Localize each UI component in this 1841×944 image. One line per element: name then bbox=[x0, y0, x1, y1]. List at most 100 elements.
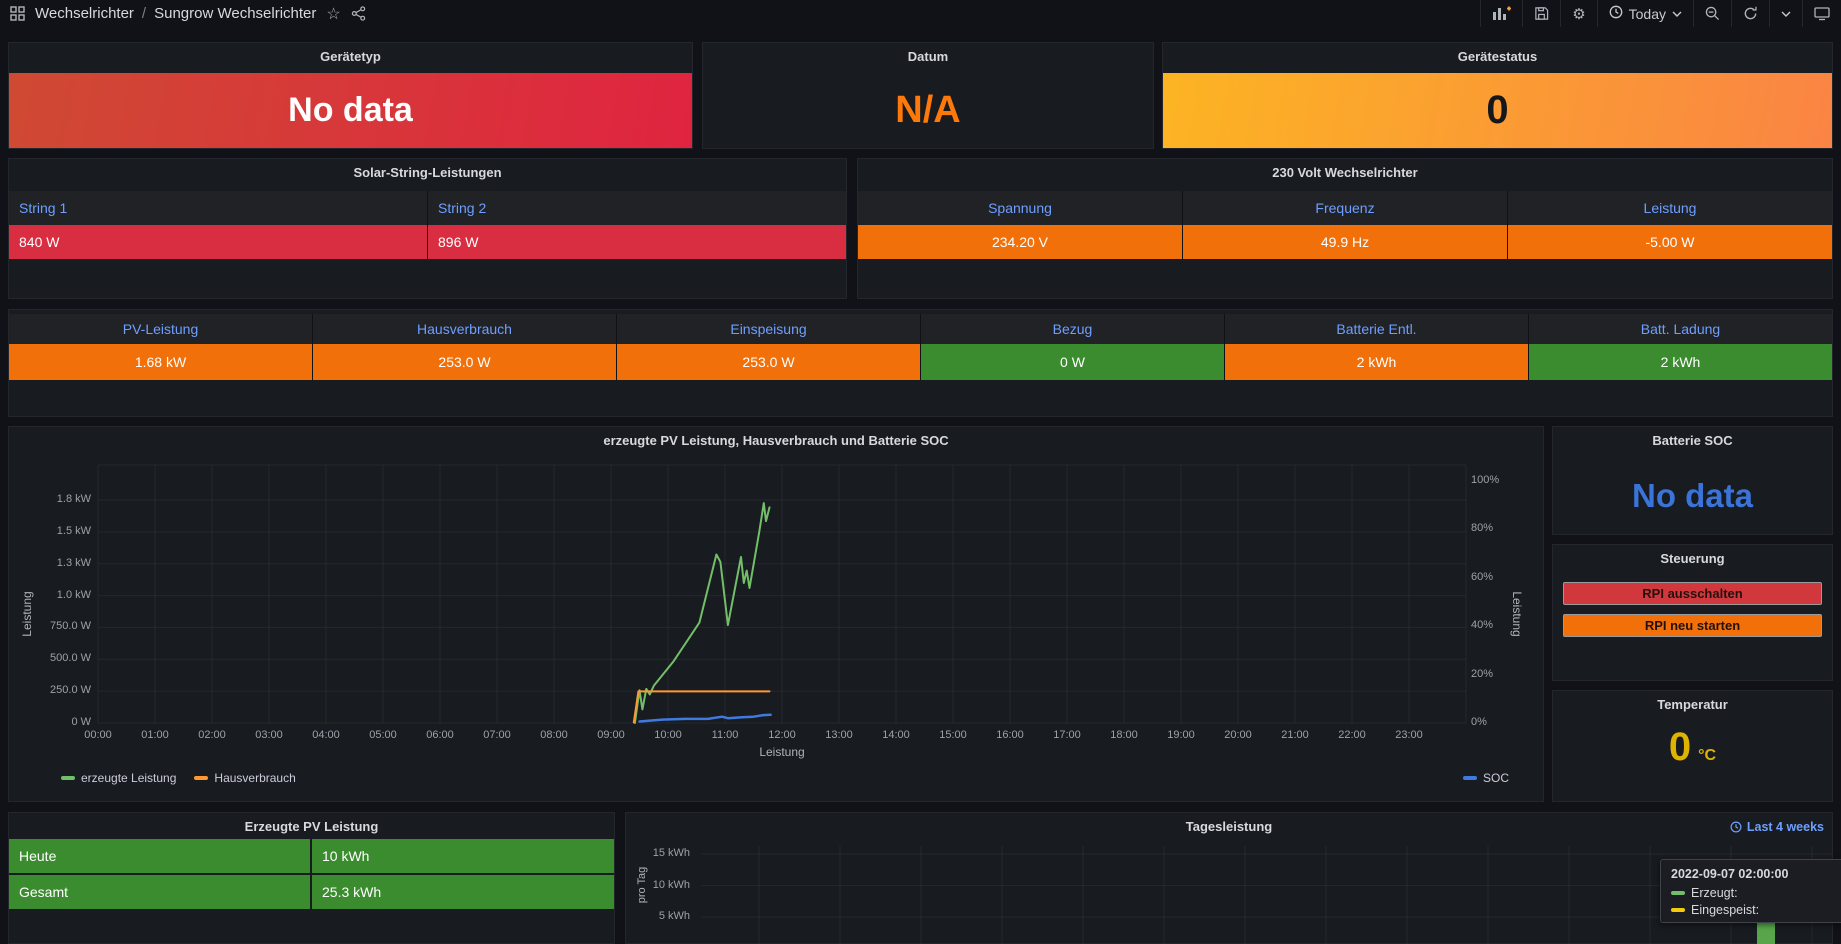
axis-tick-label: 750.0 W bbox=[50, 620, 91, 633]
share-icon[interactable] bbox=[351, 6, 366, 21]
axis-tick-label: 00:00 bbox=[84, 729, 112, 741]
panel-geraetestatus: Gerätestatus 0 bbox=[1162, 42, 1833, 149]
tooltip-label: Eingespeist: bbox=[1691, 903, 1760, 917]
axis-tick-label: 1.5 kW bbox=[56, 524, 91, 537]
tooltip-swatch-erzeugt bbox=[1671, 891, 1685, 895]
column-header-frequenz: Frequenz bbox=[1183, 191, 1508, 225]
chart-legend-right: SOC bbox=[1462, 771, 1509, 785]
axis-tick-label: 05:00 bbox=[369, 729, 397, 741]
panel-title: Datum bbox=[907, 49, 949, 64]
breadcrumb-root[interactable]: Wechselrichter bbox=[35, 5, 134, 22]
inverter-table-header-row: Spannung Frequenz Leistung bbox=[858, 191, 1832, 225]
cycle-view-mode-button[interactable] bbox=[1802, 0, 1841, 27]
frequenz-value: 49.9 Hz bbox=[1183, 225, 1508, 259]
column-header-hausverbrauch: Hausverbrauch bbox=[313, 314, 617, 344]
column-header-batt-ladung: Batt. Ladung bbox=[1529, 314, 1832, 344]
axis-tick-label: 5 kWh bbox=[658, 910, 690, 922]
batt-ladung-value: 2 kWh bbox=[1529, 344, 1832, 380]
panel-energy-stats: PV-Leistung Hausverbrauch Einspeisung Be… bbox=[8, 309, 1833, 417]
panel-title: erzeugte PV Leistung, Hausverbrauch und … bbox=[603, 433, 949, 448]
breadcrumb-separator: / bbox=[141, 5, 147, 22]
column-header-spannung: Spannung bbox=[858, 191, 1183, 225]
legend-item-hausverbrauch[interactable]: Hausverbrauch bbox=[194, 771, 296, 785]
refresh-interval-dropdown[interactable] bbox=[1769, 0, 1802, 27]
axis-tick-label: 08:00 bbox=[540, 729, 568, 741]
axis-tick-label: 13:00 bbox=[825, 729, 853, 741]
spannung-value: 234.20 V bbox=[858, 225, 1183, 259]
axis-tick-label: 04:00 bbox=[312, 729, 340, 741]
dashboards-grid-icon[interactable] bbox=[10, 6, 25, 21]
hausverbrauch-value: 253.0 W bbox=[313, 344, 617, 380]
panel-temperatur: Temperatur 0 °C bbox=[1552, 690, 1833, 802]
right-axis-label: Leistung bbox=[1510, 591, 1524, 637]
heute-value: 10 kWh bbox=[312, 839, 614, 873]
rpi-neu-starten-button[interactable]: RPI neu starten bbox=[1563, 614, 1822, 637]
refresh-button[interactable] bbox=[1731, 0, 1769, 27]
panel-steuerung: Steuerung RPI ausschalten RPI neu starte… bbox=[1552, 544, 1833, 681]
heute-label: Heute bbox=[9, 839, 312, 873]
panel-datum: Datum N/A bbox=[702, 42, 1154, 149]
legend-item-erzeugte-leistung[interactable]: erzeugte Leistung bbox=[61, 771, 176, 785]
time-range-link[interactable]: Last 4 weeks bbox=[1730, 820, 1824, 834]
column-header-pv-leistung: PV-Leistung bbox=[9, 314, 313, 344]
chevron-down-icon bbox=[1781, 11, 1791, 17]
panel-title: Batterie SOC bbox=[1652, 433, 1733, 448]
axis-tick-label: 09:00 bbox=[597, 729, 625, 741]
legend-swatch-blue bbox=[1462, 776, 1477, 780]
clock-icon bbox=[1609, 5, 1623, 22]
axis-tick-label: 17:00 bbox=[1053, 729, 1081, 741]
table-row-heute: Heute 10 kWh bbox=[9, 839, 614, 873]
column-header-einspeisung: Einspeisung bbox=[617, 314, 921, 344]
axis-tick-label: 14:00 bbox=[882, 729, 910, 741]
axis-tick-label: 10:00 bbox=[654, 729, 682, 741]
legend-swatch-green bbox=[61, 776, 75, 780]
breadcrumb-current[interactable]: Sungrow Wechselrichter bbox=[154, 5, 317, 22]
legend-swatch-orange bbox=[194, 776, 209, 780]
leistung-value: -5.00 W bbox=[1508, 225, 1832, 259]
save-dashboard-button[interactable] bbox=[1522, 0, 1560, 27]
axis-tick-label: 0% bbox=[1471, 716, 1487, 728]
geraetestatus-value: 0 bbox=[1486, 88, 1509, 132]
panel-solar-strings: Solar-String-Leistungen String 1 String … bbox=[8, 158, 847, 299]
add-panel-button[interactable] bbox=[1480, 0, 1522, 27]
series-hausverbrauch bbox=[632, 690, 771, 724]
time-range-link-label: Last 4 weeks bbox=[1746, 820, 1824, 834]
axis-tick-label: 80% bbox=[1471, 522, 1494, 535]
panel-title: Tagesleistung bbox=[1185, 819, 1273, 834]
panel-erzeugte-pv-leistung: Erzeugte PV Leistung Heute 10 kWh Gesamt… bbox=[8, 812, 615, 944]
axis-tick-label: 0 W bbox=[71, 716, 91, 728]
gesamt-label: Gesamt bbox=[9, 875, 312, 909]
datum-value: N/A bbox=[895, 89, 961, 131]
nav-bar: Wechselrichter / Sungrow Wechselrichter … bbox=[0, 0, 1841, 27]
temperatur-value: 0 bbox=[1668, 725, 1692, 769]
zoom-out-button[interactable] bbox=[1693, 0, 1731, 27]
batterie-soc-value: No data bbox=[1631, 476, 1753, 514]
clock-icon bbox=[1730, 821, 1742, 833]
time-range-picker[interactable]: Today bbox=[1596, 0, 1693, 27]
rpi-ausschalten-button[interactable]: RPI ausschalten bbox=[1563, 582, 1822, 605]
axis-tick-label: 18:00 bbox=[1110, 729, 1138, 741]
column-header-batterie-entl: Batterie Entl. bbox=[1225, 314, 1529, 344]
column-header-bezug: Bezug bbox=[921, 314, 1225, 344]
axis-tick-label: 23:00 bbox=[1395, 729, 1423, 741]
chevron-down-icon bbox=[1672, 11, 1682, 17]
stats-value-row: 1.68 kW 253.0 W 253.0 W 0 W 2 kWh 2 kWh bbox=[9, 344, 1832, 380]
axis-tick-label: 19:00 bbox=[1167, 729, 1195, 741]
settings-gear-button[interactable]: ⚙ bbox=[1560, 0, 1596, 27]
panel-230v-inverter: 230 Volt Wechselrichter Spannung Frequen… bbox=[857, 158, 1833, 299]
chart-tooltip: 2022-09-07 02:00:00 Erzeugt: Eingespeist… bbox=[1660, 859, 1841, 923]
axis-tick-label: 40% bbox=[1471, 619, 1494, 632]
pv-chart-plot[interactable] bbox=[9, 427, 1545, 803]
legend-item-soc[interactable]: SOC bbox=[1462, 771, 1509, 785]
tagesleistung-plot[interactable] bbox=[626, 813, 1834, 944]
time-range-label: Today bbox=[1628, 5, 1666, 22]
axis-tick-label: 20% bbox=[1471, 667, 1494, 680]
panel-title: Gerätestatus bbox=[1457, 49, 1538, 64]
axis-tick-label: 10 kWh bbox=[652, 878, 690, 891]
legend-label: SOC bbox=[1482, 771, 1509, 785]
axis-tick-label: 60% bbox=[1471, 570, 1494, 583]
star-icon[interactable]: ☆ bbox=[326, 5, 341, 23]
stats-header-row: PV-Leistung Hausverbrauch Einspeisung Be… bbox=[9, 314, 1832, 344]
legend-label: Hausverbrauch bbox=[214, 771, 296, 785]
string1-value: 840 W bbox=[9, 225, 428, 259]
